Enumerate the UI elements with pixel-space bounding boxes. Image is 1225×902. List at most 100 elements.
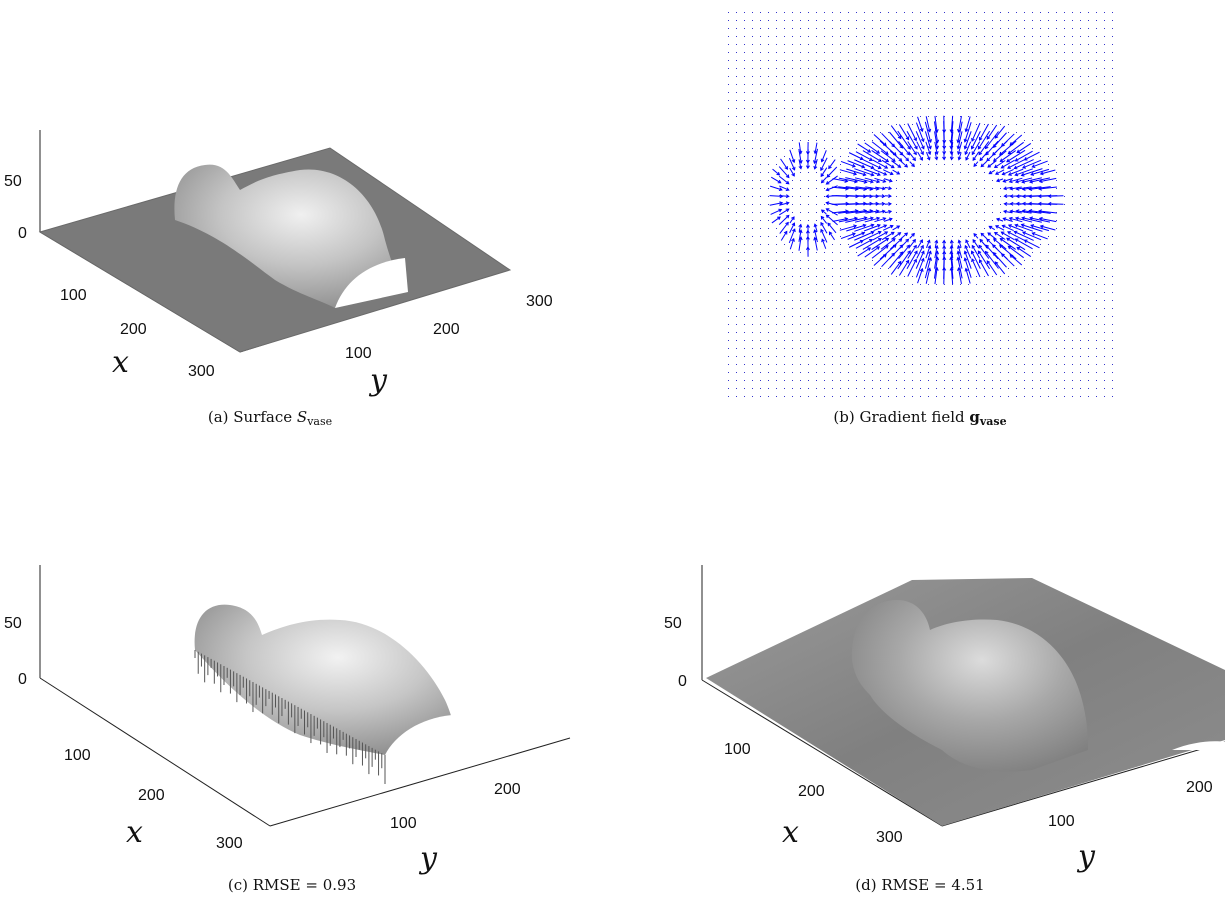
grid-dot: [768, 204, 769, 205]
gradient-arrowhead: [1023, 239, 1028, 243]
grid-dot: [912, 396, 913, 397]
grid-dot: [760, 380, 761, 381]
grid-dot: [840, 28, 841, 29]
grid-dot: [944, 380, 945, 381]
grid-dot: [1112, 156, 1113, 157]
grid-dot: [1080, 380, 1081, 381]
grid-dot: [736, 252, 737, 253]
grid-dot: [1032, 108, 1033, 109]
grid-dot: [1016, 340, 1017, 341]
gradient-arrow: [789, 216, 795, 224]
gradient-arrow: [789, 222, 795, 234]
grid-dot: [960, 172, 961, 173]
grid-dot: [928, 316, 929, 317]
gradient-arrowhead: [798, 223, 803, 228]
gradient-arrowhead: [884, 245, 889, 249]
grid-dot: [800, 100, 801, 101]
gradient-arrowhead: [971, 244, 976, 249]
grid-dot: [1072, 348, 1073, 349]
grid-dot: [1056, 292, 1057, 293]
grid-dot: [744, 116, 745, 117]
grid-dot: [792, 108, 793, 109]
grid-dot: [1112, 396, 1113, 397]
gradient-arrowhead: [785, 174, 790, 179]
grid-dot: [848, 348, 849, 349]
grid-dot: [880, 340, 881, 341]
grid-dot: [880, 100, 881, 101]
grid-dot: [1080, 340, 1081, 341]
grid-dot: [912, 180, 913, 181]
grid-dot: [728, 220, 729, 221]
grid-dot: [840, 348, 841, 349]
grid-dot: [896, 300, 897, 301]
grid-dot: [1040, 372, 1041, 373]
gradient-arrow: [847, 232, 865, 240]
grid-dot: [1008, 324, 1009, 325]
grid-dot: [1048, 372, 1049, 373]
grid-dot: [984, 196, 985, 197]
grid-dot: [1080, 188, 1081, 189]
grid-dot: [760, 164, 761, 165]
grid-dot: [976, 36, 977, 37]
grid-dot: [880, 124, 881, 125]
gradient-arrow: [987, 232, 997, 240]
grid-dot: [832, 332, 833, 333]
grid-dot: [888, 84, 889, 85]
grid-dot: [944, 316, 945, 317]
grid-dot: [896, 84, 897, 85]
gradient-arrowhead: [1007, 150, 1012, 155]
grid-dot: [744, 388, 745, 389]
grid-dot: [728, 252, 729, 253]
grid-dot: [1104, 20, 1105, 21]
gradient-arrow: [958, 240, 962, 248]
grid-dot: [744, 340, 745, 341]
grid-dot: [968, 292, 969, 293]
gradient-arrowhead: [905, 157, 910, 162]
gradient-arrow: [985, 244, 999, 260]
grid-dot: [1072, 380, 1073, 381]
grid-dot: [856, 308, 857, 309]
grid-dot: [920, 324, 921, 325]
gradient-arrow: [821, 239, 827, 249]
grid-dot: [776, 92, 777, 93]
grid-dot: [808, 292, 809, 293]
grid-dot: [928, 20, 929, 21]
grid-dot: [856, 276, 857, 277]
grid-dot: [848, 44, 849, 45]
gradient-arrowhead: [870, 165, 875, 170]
grid-dot: [992, 28, 993, 29]
grid-dot: [1096, 356, 1097, 357]
gradient-arrowhead: [890, 164, 895, 169]
grid-dot: [776, 260, 777, 261]
grid-dot: [824, 44, 825, 45]
grid-dot: [896, 116, 897, 117]
grid-dot: [992, 276, 993, 277]
gradient-arrow: [964, 245, 972, 259]
grid-dot: [848, 20, 849, 21]
gradient-arrowhead: [1021, 201, 1026, 206]
gradient-arrowhead: [920, 257, 925, 262]
grid-dot: [1072, 52, 1073, 53]
grid-dot: [904, 180, 905, 181]
grid-dot: [1112, 132, 1113, 133]
gradient-arrowhead: [806, 224, 810, 228]
grid-dot: [752, 244, 753, 245]
gradient-arrowhead: [1047, 194, 1052, 199]
grid-dot: [944, 340, 945, 341]
grid-dot: [752, 156, 753, 157]
grid-dot: [952, 108, 953, 109]
grid-dot: [1080, 60, 1081, 61]
grid-dot: [848, 284, 849, 285]
grid-dot: [744, 188, 745, 189]
grid-dot: [936, 236, 937, 237]
grid-dot: [928, 100, 929, 101]
grid-dot: [784, 300, 785, 301]
grid-dot: [728, 20, 729, 21]
gradient-arrowhead: [919, 157, 923, 161]
grid-dot: [800, 180, 801, 181]
gradient-arrow: [871, 150, 889, 162]
gradient-arrowhead: [1022, 231, 1026, 235]
grid-dot: [936, 324, 937, 325]
grid-dot: [728, 308, 729, 309]
grid-dot: [816, 140, 817, 141]
